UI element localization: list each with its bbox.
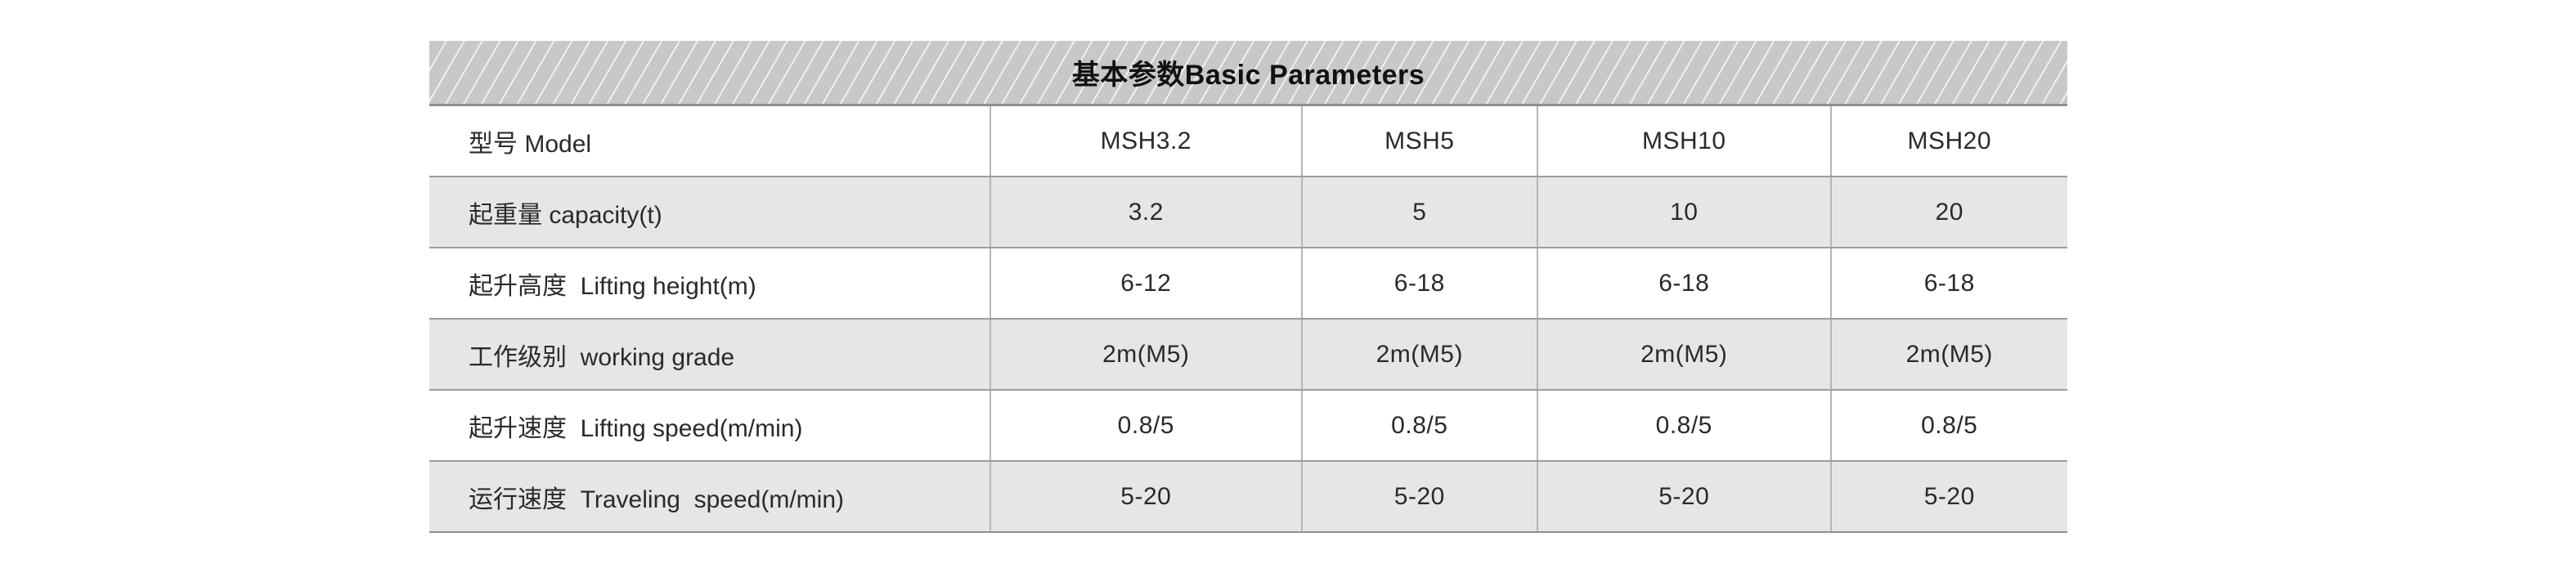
capacity-value-4: 20 [1829,177,2067,247]
lifting-speed-value-3: 0.8/5 [1537,391,1830,460]
working-grade-value-3: 2m(M5) [1537,320,1830,389]
row-traveling-speed-label: 运行速度 Traveling speed(m/min) [469,485,844,513]
row-working-grade: 工作级别 working grade 2m(M5) 2m(M5) 2m(M5) … [429,320,2067,391]
working-grade-value-2: 2m(M5) [1300,320,1537,389]
row-traveling-speed: 运行速度 Traveling speed(m/min) 5-20 5-20 5-… [429,462,2067,533]
capacity-value-2: 5 [1300,177,1537,247]
row-capacity-label: 起重量 capacity(t) [469,201,662,229]
traveling-speed-value-3: 5-20 [1537,462,1830,531]
model-value-3: MSH10 [1537,106,1830,176]
table-title-bar: 基本参数Basic Parameters [429,41,2067,106]
lifting-height-value-3: 6-18 [1537,248,1830,318]
row-model-label: 型号 Model [469,130,592,158]
traveling-speed-value-2: 5-20 [1300,462,1537,531]
lifting-speed-value-1: 0.8/5 [990,391,1301,460]
row-lifting-height: 起升高度 Lifting height(m) 6-12 6-18 6-18 6-… [429,248,2067,320]
lifting-height-value-1: 6-12 [990,248,1301,318]
traveling-speed-value-1: 5-20 [990,462,1301,531]
row-working-grade-label: 工作级别 working grade [469,343,735,371]
row-lifting-speed: 起升速度 Lifting speed(m/min) 0.8/5 0.8/5 0.… [429,391,2067,462]
capacity-value-1: 3.2 [990,177,1301,247]
working-grade-value-4: 2m(M5) [1829,320,2067,389]
lifting-speed-value-4: 0.8/5 [1829,391,2067,460]
model-value-1: MSH3.2 [990,106,1301,176]
capacity-value-3: 10 [1537,177,1830,247]
traveling-speed-value-4: 5-20 [1829,462,2067,531]
model-value-4: MSH20 [1829,106,2067,176]
lifting-speed-value-2: 0.8/5 [1300,391,1537,460]
row-model: 型号 Model MSH3.2 MSH5 MSH10 MSH20 [429,106,2067,177]
row-capacity: 起重量 capacity(t) 3.2 5 10 20 [429,177,2067,248]
lifting-height-value-2: 6-18 [1300,248,1537,318]
model-value-2: MSH5 [1300,106,1537,176]
working-grade-value-1: 2m(M5) [990,320,1301,389]
lifting-height-value-4: 6-18 [1829,248,2067,318]
table-title: 基本参数Basic Parameters [1071,60,1425,91]
row-lifting-height-label: 起升高度 Lifting height(m) [469,272,756,300]
basic-parameters-table: 基本参数Basic Parameters 型号 Model MSH3.2 MSH… [429,41,2067,533]
row-lifting-speed-label: 起升速度 Lifting speed(m/min) [469,414,803,442]
